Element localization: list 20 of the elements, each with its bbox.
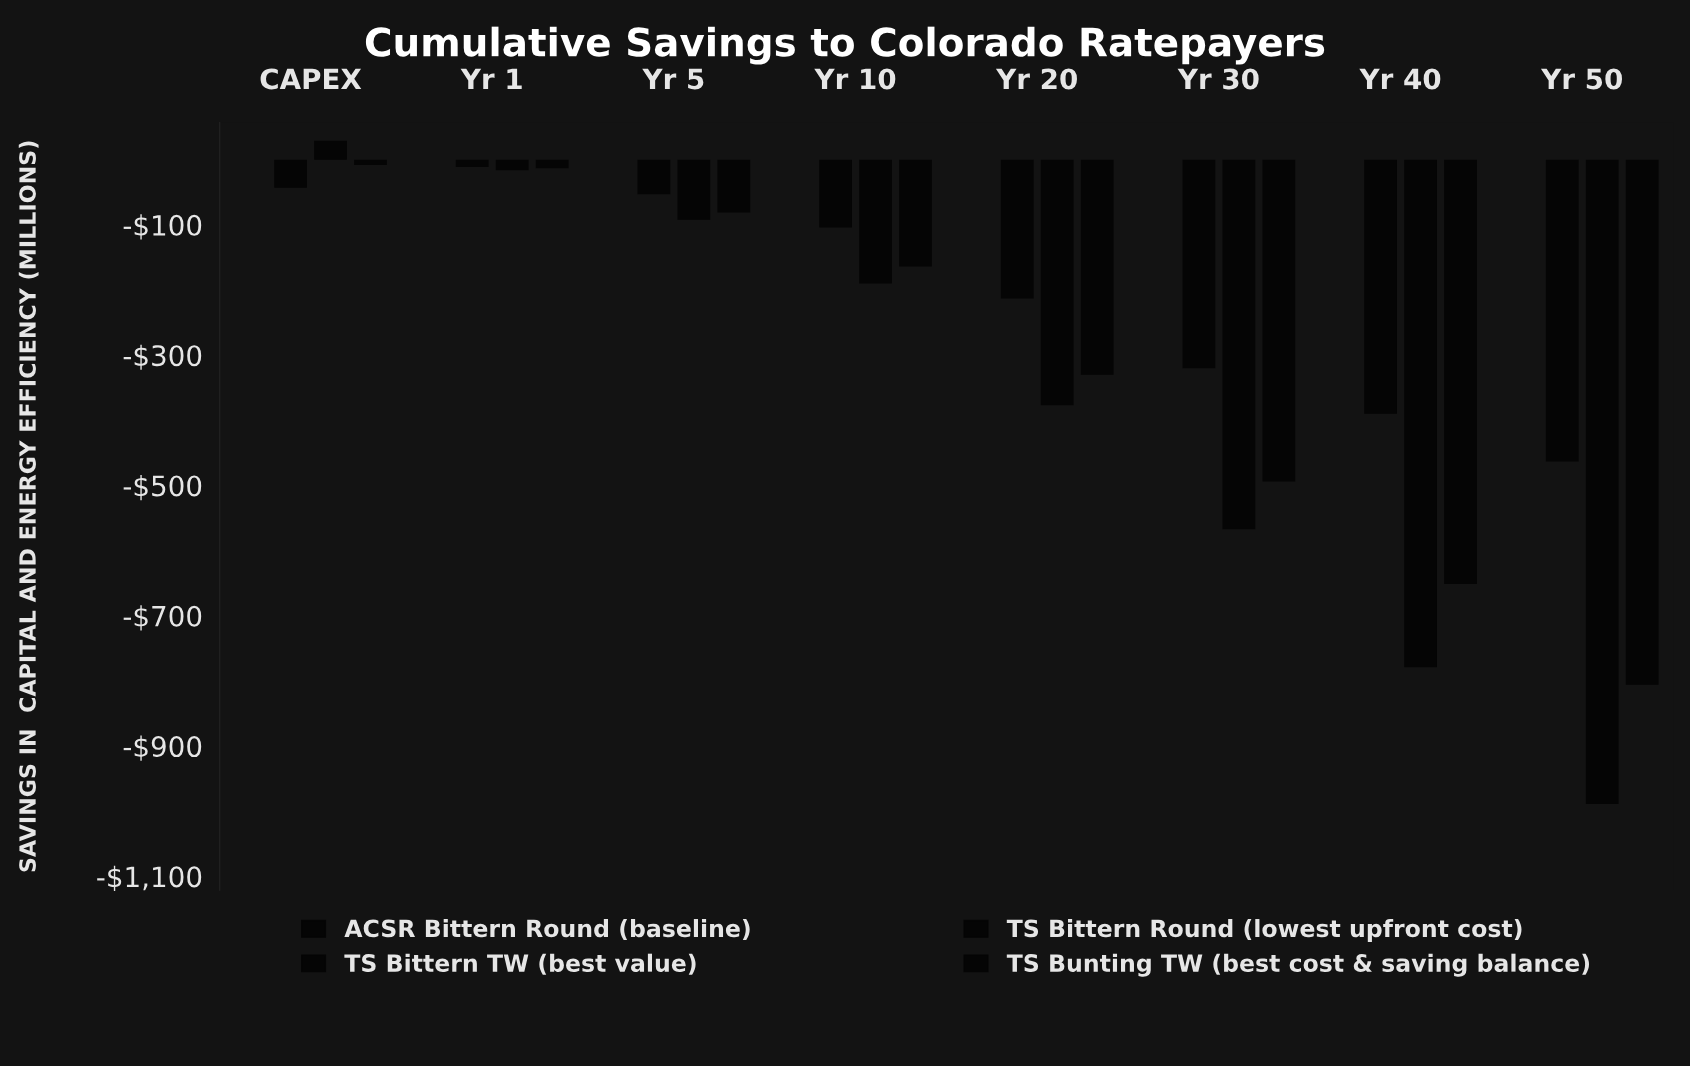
legend-label: TS Bittern Round (lowest upfront cost) xyxy=(1006,919,1522,942)
x-tick-label: Yr 50 xyxy=(1540,68,1623,90)
y-tick-label: -$900 xyxy=(123,735,202,761)
x-tick-label: Yr 5 xyxy=(642,68,704,90)
legend-label: TS Bittern TW (best value) xyxy=(344,953,696,975)
x-tick-label: Yr 20 xyxy=(995,68,1077,90)
legend-label: ACSR Bittern Round (baseline) xyxy=(344,919,750,941)
x-tick-label: CAPEX xyxy=(260,68,362,90)
y-tick-label: -$300 xyxy=(123,344,202,370)
y-axis-title: SAVINGS IN CAPITAL AND ENERGY EFFICIENCY (MILLIONS) xyxy=(18,141,39,872)
y-tick-label: -$1,100 xyxy=(97,865,202,892)
y-tick-label: -$100 xyxy=(123,214,202,240)
x-tick-label: Yr 10 xyxy=(814,68,896,90)
x-tick-label: Yr 30 xyxy=(1177,68,1259,90)
y-tick-label: -$500 xyxy=(123,474,202,501)
chart-title: Cumulative Savings to Colorado Ratepayers xyxy=(365,26,1325,65)
y-tick-label: -$700 xyxy=(123,605,202,631)
x-tick-label: Yr 1 xyxy=(460,68,522,90)
legend-label: TS Bunting TW (best cost & saving balance) xyxy=(1006,953,1590,977)
x-tick-label: Yr 40 xyxy=(1359,68,1441,90)
